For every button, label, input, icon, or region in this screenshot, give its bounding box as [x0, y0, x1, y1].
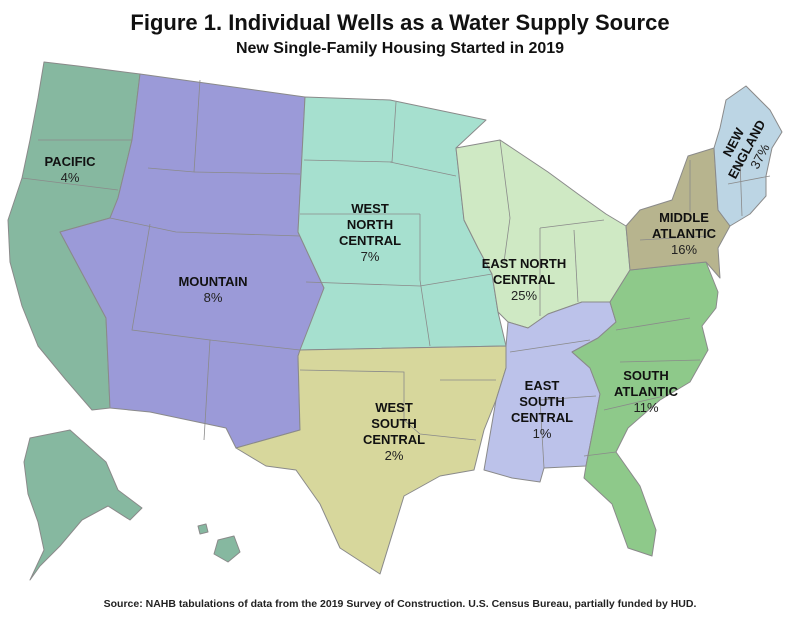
- region-pacific-hawaii-isle: [197, 523, 209, 535]
- label-wsc-value: 2%: [385, 448, 404, 463]
- map-title: Figure 1. Individual Wells as a Water Su…: [130, 10, 670, 35]
- label-pacific-value: 4%: [61, 170, 80, 185]
- label-sa-name-1: SOUTH: [623, 368, 669, 383]
- label-mountain-value: 8%: [204, 290, 223, 305]
- label-esc-name-2: SOUTH: [519, 394, 565, 409]
- source-note: Source: NAHB tabulations of data from th…: [103, 598, 697, 610]
- label-pacific-name: PACIFIC: [44, 154, 96, 169]
- label-enc-value: 25%: [511, 288, 537, 303]
- map-subtitle: New Single-Family Housing Started in 201…: [235, 40, 565, 57]
- label-wsc-name-1: WEST: [375, 400, 413, 415]
- state-borders: [21, 79, 771, 469]
- region-south-atlantic: [571, 261, 719, 557]
- label-sa-value: 11%: [633, 400, 658, 415]
- label-sa-name-2: ATLANTIC: [614, 384, 679, 399]
- region-new-england: [713, 85, 783, 227]
- label-wsc-name-3: CENTRAL: [363, 432, 425, 447]
- label-esc-value: 1%: [533, 426, 552, 441]
- label-wnc-name-3: CENTRAL: [339, 233, 401, 248]
- label-wsc-name-2: SOUTH: [371, 416, 417, 431]
- label-esc-name-3: CENTRAL: [511, 410, 573, 425]
- label-ma-value: 16%: [671, 242, 697, 257]
- label-wnc-value: 7%: [361, 249, 380, 264]
- label-enc-name-2: CENTRAL: [493, 272, 555, 287]
- label-ma-name-1: MIDDLE: [659, 210, 709, 225]
- label-esc-name-1: EAST: [525, 378, 560, 393]
- label-wnc-name-1: WEST: [351, 201, 389, 216]
- label-mountain-name: MOUNTAIN: [178, 274, 247, 289]
- label-ma-name-2: ATLANTIC: [652, 226, 717, 241]
- label-enc-name-1: EAST NORTH: [482, 256, 567, 271]
- region-pacific-hawaii: [213, 535, 241, 563]
- label-wnc-name-2: NORTH: [347, 217, 393, 232]
- region-pacific-alaska: [23, 429, 143, 581]
